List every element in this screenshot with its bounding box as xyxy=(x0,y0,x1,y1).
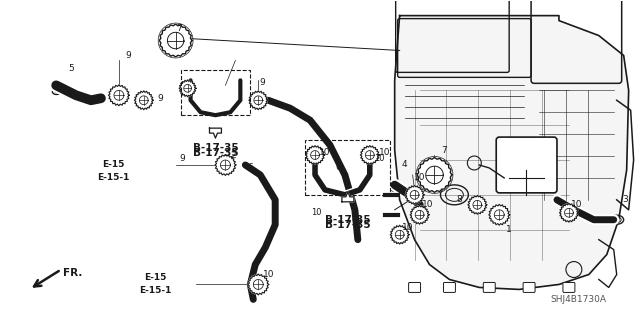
Text: 9: 9 xyxy=(125,51,131,60)
Text: B-17-35: B-17-35 xyxy=(325,215,371,225)
Text: 10: 10 xyxy=(571,200,582,209)
Text: 5: 5 xyxy=(68,64,74,73)
Text: 6: 6 xyxy=(335,163,340,173)
Text: E-15-1: E-15-1 xyxy=(140,286,172,295)
Polygon shape xyxy=(415,210,424,219)
Polygon shape xyxy=(395,16,628,289)
FancyBboxPatch shape xyxy=(408,282,420,293)
Polygon shape xyxy=(305,145,324,165)
Polygon shape xyxy=(254,96,262,105)
FancyBboxPatch shape xyxy=(483,282,495,293)
Polygon shape xyxy=(468,195,487,214)
Text: 9: 9 xyxy=(180,153,186,162)
FancyBboxPatch shape xyxy=(563,282,575,293)
Polygon shape xyxy=(489,204,509,225)
FancyBboxPatch shape xyxy=(523,282,535,293)
Text: FR.: FR. xyxy=(63,268,83,278)
Text: 9: 9 xyxy=(259,78,265,87)
Polygon shape xyxy=(564,208,573,217)
Polygon shape xyxy=(159,24,192,57)
Text: 6: 6 xyxy=(248,163,253,173)
Polygon shape xyxy=(168,32,184,49)
Bar xyxy=(180,70,250,115)
Polygon shape xyxy=(494,210,504,220)
Polygon shape xyxy=(215,154,236,175)
Polygon shape xyxy=(342,192,354,202)
Text: B-17-35: B-17-35 xyxy=(193,143,238,153)
Polygon shape xyxy=(184,85,191,92)
Text: 10: 10 xyxy=(262,270,274,279)
Polygon shape xyxy=(248,274,269,295)
FancyBboxPatch shape xyxy=(496,137,557,193)
Text: B-17-35: B-17-35 xyxy=(193,148,238,158)
Text: 2: 2 xyxy=(230,151,236,160)
Text: 10: 10 xyxy=(402,223,413,232)
Text: E-15-1: E-15-1 xyxy=(97,174,129,182)
Polygon shape xyxy=(390,225,409,244)
Text: 8: 8 xyxy=(456,195,462,204)
Polygon shape xyxy=(108,85,129,106)
Text: 10: 10 xyxy=(311,208,321,217)
Text: 10: 10 xyxy=(422,200,433,209)
Text: E-15: E-15 xyxy=(102,160,124,169)
Text: E-15: E-15 xyxy=(145,273,167,282)
Text: 10: 10 xyxy=(374,153,385,162)
Polygon shape xyxy=(310,151,319,160)
Polygon shape xyxy=(365,151,374,160)
Text: 7: 7 xyxy=(442,145,447,154)
Text: 7: 7 xyxy=(176,24,182,33)
Polygon shape xyxy=(410,205,429,224)
Polygon shape xyxy=(253,279,263,289)
Text: SHJ4B1730A: SHJ4B1730A xyxy=(551,295,607,304)
Polygon shape xyxy=(134,91,153,110)
Polygon shape xyxy=(221,160,230,170)
Polygon shape xyxy=(473,200,482,209)
Text: 4: 4 xyxy=(402,160,408,169)
Text: B-17-35: B-17-35 xyxy=(325,220,371,230)
Polygon shape xyxy=(559,203,579,222)
Text: 10: 10 xyxy=(414,174,426,182)
Polygon shape xyxy=(179,80,196,97)
Text: 10: 10 xyxy=(379,147,390,157)
Polygon shape xyxy=(209,128,221,138)
Polygon shape xyxy=(396,230,404,239)
Polygon shape xyxy=(426,166,444,184)
Polygon shape xyxy=(405,185,424,204)
Text: 10: 10 xyxy=(319,147,331,157)
Text: 3: 3 xyxy=(622,195,628,204)
Polygon shape xyxy=(249,91,268,110)
Polygon shape xyxy=(360,145,380,165)
Text: 1: 1 xyxy=(506,225,512,234)
Polygon shape xyxy=(114,90,124,100)
Polygon shape xyxy=(140,96,148,105)
FancyBboxPatch shape xyxy=(444,282,456,293)
Text: 9: 9 xyxy=(158,94,164,103)
Polygon shape xyxy=(410,190,419,199)
Bar xyxy=(305,140,390,195)
Polygon shape xyxy=(417,158,452,192)
